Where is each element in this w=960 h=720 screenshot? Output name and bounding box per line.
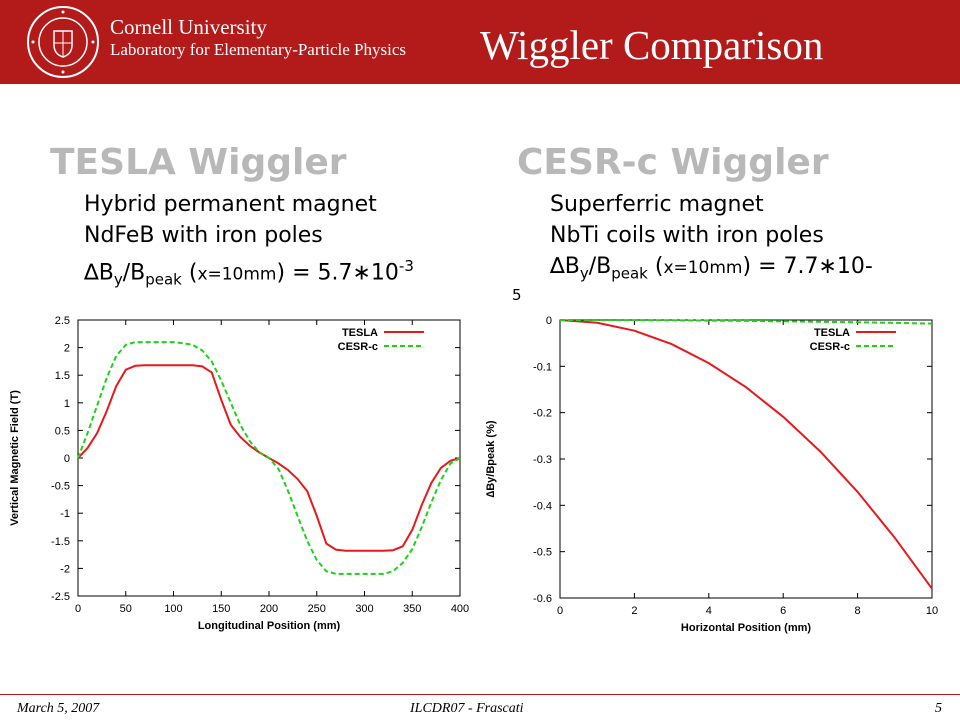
tesla-line2: NdFeB with iron poles xyxy=(84,223,323,248)
x-tick-label: 400 xyxy=(451,603,469,615)
x-tick-label: 250 xyxy=(308,603,326,615)
y-tick-label: -0.3 xyxy=(533,454,552,466)
x-tick-label: 150 xyxy=(212,603,230,615)
y-tick-label: 0.5 xyxy=(55,425,70,437)
x-tick-label: 350 xyxy=(403,603,421,615)
y-axis-label: ∆By/Bpeak (%) xyxy=(485,420,497,497)
x-tick-label: 8 xyxy=(855,605,861,617)
y-tick-label: -1 xyxy=(60,508,70,520)
legend-label: CESR-c xyxy=(810,341,850,353)
x-tick-label: 0 xyxy=(75,603,81,615)
y-tick-label: -0.4 xyxy=(533,500,552,512)
series-line-cesr-c xyxy=(77,341,461,575)
tesla-line1: Hybrid permanent magnet xyxy=(84,192,377,217)
x-tick-label: 200 xyxy=(260,603,278,615)
x-axis-label: Horizontal Position (mm) xyxy=(681,622,812,634)
y-tick-label: -0.1 xyxy=(533,361,552,373)
footer-event: ILCDR07 - Frascati xyxy=(410,701,524,716)
y-tick-label: 2.5 xyxy=(55,315,70,327)
y-tick-label: -2.5 xyxy=(51,591,70,603)
field-uniformity-chart: 0 -0.1 -0.2 -0.3 -0.4 -0.5 -0.6 0 2 4 6 8 10 Horizont… xyxy=(485,315,938,634)
cesr-formula-exponent: 5 xyxy=(512,286,522,304)
y-tick-label: 1 xyxy=(64,398,70,410)
cesr-heading: CESR-c Wiggler xyxy=(517,142,829,183)
y-axis-label: Vertical Magnetic Field (T) xyxy=(9,390,21,526)
x-tick-label: 100 xyxy=(164,603,182,615)
field-vs-longitudinal-chart: 2.5 2 1.5 1 0.5 0 -0.5 -1 -1.5 -2 -2.5 0 50 100 150 200… xyxy=(9,315,469,632)
tesla-heading: TESLA Wiggler xyxy=(50,142,347,183)
cornell-seal-icon xyxy=(27,6,99,78)
x-axis-label: Longitudinal Position (mm) xyxy=(198,620,341,632)
y-tick-label: -2 xyxy=(60,563,70,575)
cesr-line1: Superferric magnet xyxy=(550,192,764,217)
y-tick-label: -0.5 xyxy=(51,481,70,493)
page-number: 5 xyxy=(935,701,942,716)
x-tick-label: 0 xyxy=(557,605,563,617)
y-tick-label: -0.2 xyxy=(533,408,552,420)
x-tick-label: 10 xyxy=(926,605,938,617)
x-tick-label: 300 xyxy=(355,603,373,615)
cesr-formula: ∆By/Bpeak (x=10mm) = 7.7∗10- xyxy=(550,254,873,283)
y-tick-label: 0 xyxy=(546,315,552,327)
footer-divider xyxy=(0,694,960,695)
cesr-line2: NbTi coils with iron poles xyxy=(550,223,824,248)
y-tick-label: -0.5 xyxy=(533,547,552,559)
y-tick-label: 1.5 xyxy=(55,370,70,382)
series-line-tesla xyxy=(559,319,933,590)
y-tick-label: -1.5 xyxy=(51,536,70,548)
x-tick-label: 4 xyxy=(706,605,712,617)
lab-name: Laboratory for Elementary-Particle Physi… xyxy=(110,40,406,59)
cesr-description: Superferric magnet NbTi coils with iron … xyxy=(550,189,873,289)
header-bar: Cornell University Laboratory for Elemen… xyxy=(0,0,960,84)
y-tick-label: 2 xyxy=(64,343,70,355)
plot-frame xyxy=(559,319,933,599)
legend-label: TESLA xyxy=(814,327,850,339)
tesla-formula: ∆By/Bpeak (x=10mm) = 5.7∗10-3 xyxy=(84,257,414,289)
legend-label: CESR-c xyxy=(338,341,378,353)
series-line-cesr-c xyxy=(560,319,933,325)
slide-title: Wiggler Comparison xyxy=(480,22,824,68)
x-tick-label: 6 xyxy=(780,605,786,617)
x-tick-label: 50 xyxy=(120,603,132,615)
x-tick-label: 2 xyxy=(631,605,637,617)
y-tick-label: -0.6 xyxy=(533,593,552,605)
y-tick-label: 0 xyxy=(64,453,70,465)
tesla-description: Hybrid permanent magnet NdFeB with iron … xyxy=(84,189,414,296)
university-name: Cornell University xyxy=(110,15,267,39)
legend-label: TESLA xyxy=(342,327,378,339)
footer-date: March 5, 2007 xyxy=(17,701,100,716)
